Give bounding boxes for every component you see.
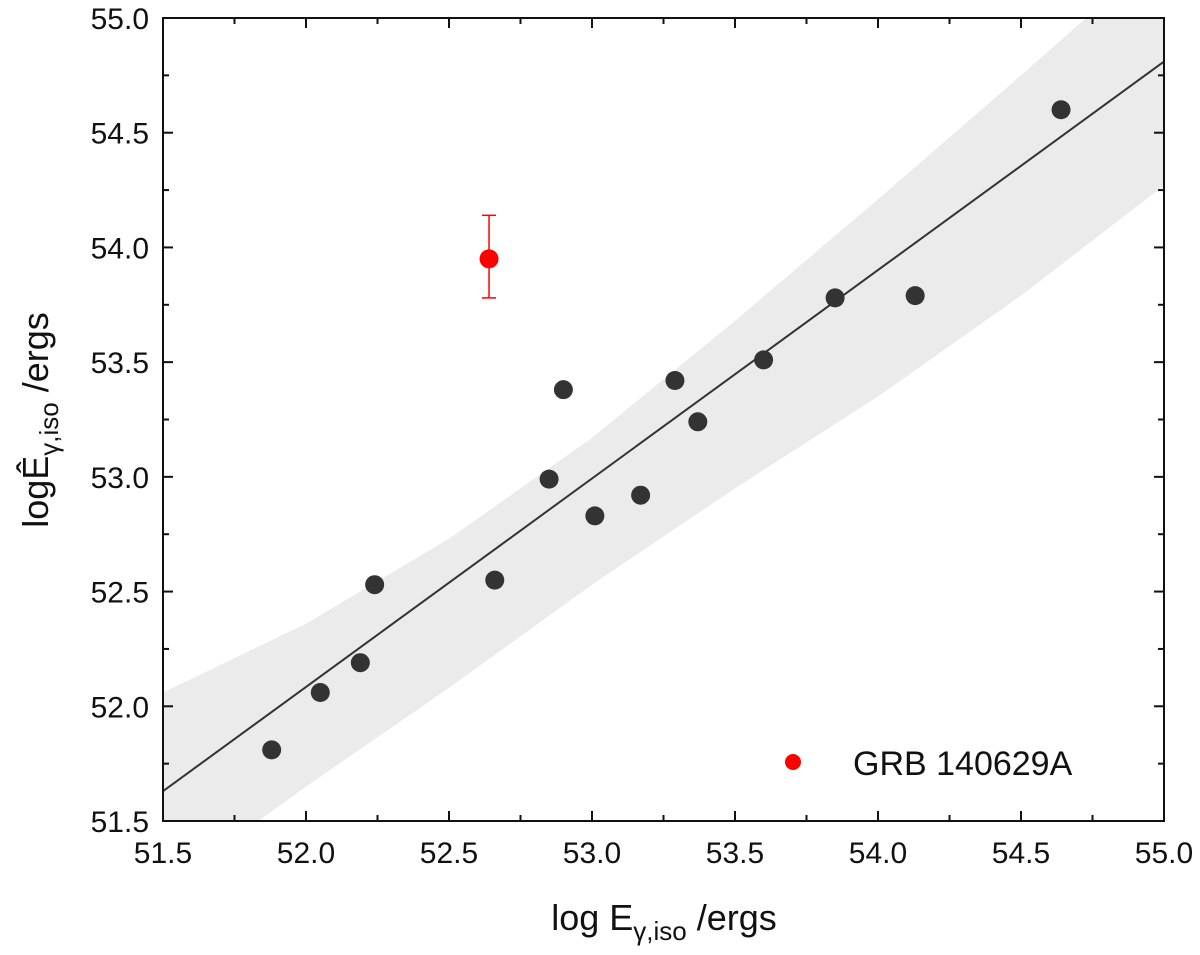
legend: GRB 140629A xyxy=(785,745,1073,783)
highlight-point xyxy=(479,249,499,269)
y-tick-label: 54.5 xyxy=(91,118,149,151)
data-point xyxy=(485,570,505,590)
data-point xyxy=(905,286,925,306)
y-axis-title: logÊγ,iso /ergs xyxy=(15,312,64,528)
x-tick-label: 51.5 xyxy=(134,837,192,870)
data-point xyxy=(262,740,282,760)
data-point xyxy=(1051,100,1071,120)
x-tick-label: 53.5 xyxy=(706,837,764,870)
x-tick-label: 52.5 xyxy=(420,837,478,870)
data-point xyxy=(585,506,605,526)
data-point xyxy=(631,485,651,505)
axis-ticks-layer: 51.5 52.0 52.5 53.0 53.5 54.0 54.5 55.0 51.5 52.0… xyxy=(91,3,1194,870)
y-tick-label: 53.0 xyxy=(91,462,149,495)
y-tick-label: 52.0 xyxy=(91,691,149,724)
y-tick-label: 53.5 xyxy=(91,347,149,380)
x-tick-label: 54.0 xyxy=(849,837,907,870)
confidence-band-layer xyxy=(163,18,1164,821)
legend-label: GRB 140629A xyxy=(853,745,1073,783)
legend-marker xyxy=(785,754,801,770)
x-axis-title: log Eγ,iso /ergs xyxy=(551,897,777,946)
data-point xyxy=(539,469,559,489)
data-point xyxy=(350,653,370,673)
data-point xyxy=(553,380,573,400)
x-tick-label: 53.0 xyxy=(563,837,621,870)
y-tick-label: 55.0 xyxy=(91,3,149,36)
y-tick-label: 54.0 xyxy=(91,232,149,265)
confidence-band xyxy=(163,18,1164,821)
fit-line-layer xyxy=(162,60,1165,792)
y-tick-label: 51.5 xyxy=(91,806,149,839)
data-points-layer xyxy=(262,100,1071,760)
x-tick-label: 55.0 xyxy=(1135,837,1193,870)
data-point xyxy=(754,350,774,370)
x-tick-label: 54.5 xyxy=(992,837,1050,870)
x-tick-label: 52.0 xyxy=(277,837,335,870)
data-point xyxy=(665,370,685,390)
fit-line xyxy=(162,60,1165,792)
data-point xyxy=(688,412,708,432)
data-point xyxy=(310,683,330,703)
data-point xyxy=(365,575,385,595)
data-point xyxy=(825,288,845,308)
y-tick-label: 52.5 xyxy=(91,577,149,610)
